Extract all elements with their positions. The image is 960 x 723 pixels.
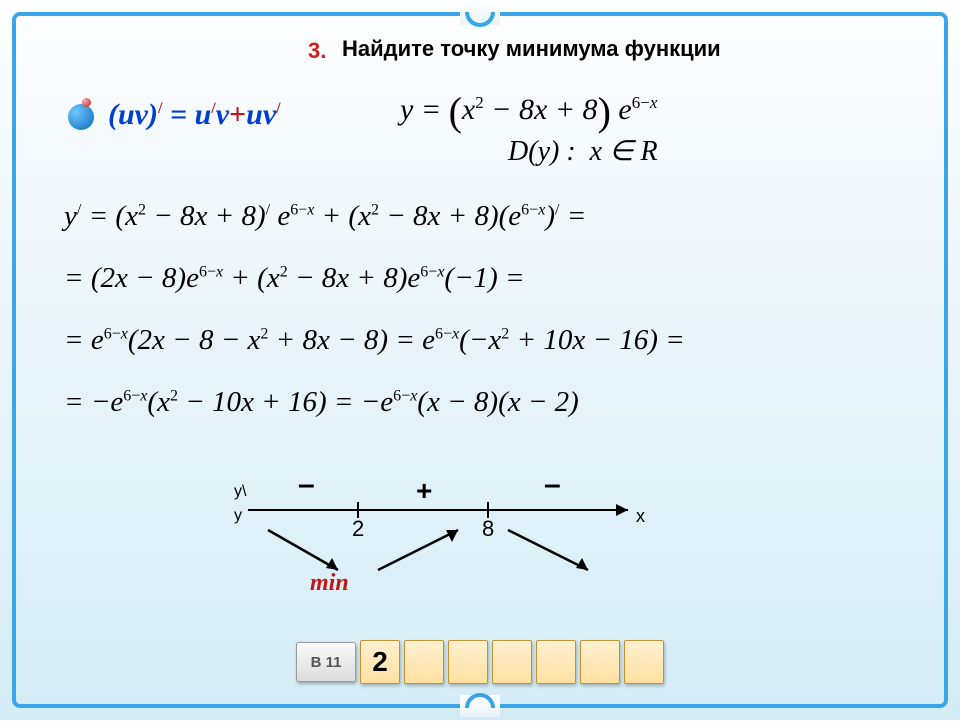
sign-1: –	[298, 468, 315, 501]
task-number: 3.	[308, 38, 326, 64]
function-expression: y = (x2 − 8x + 8) e6−x	[400, 88, 657, 135]
min-label: min	[310, 570, 349, 597]
point-8: 8	[482, 516, 494, 541]
x-label: x	[636, 506, 645, 526]
sign-number-line: y\ y x 2 8 – + –	[228, 460, 668, 590]
y-label: y	[234, 507, 242, 524]
task-code-button[interactable]: В 11	[296, 642, 356, 682]
answer-cell-5[interactable]	[536, 640, 576, 684]
sign-3: –	[544, 468, 561, 501]
info-icon	[64, 98, 98, 132]
answer-cell-3[interactable]	[448, 640, 488, 684]
derivation-line-4: = −e6−x(x2 − 10x + 16) = −e6−x(x − 8)(x …	[64, 386, 579, 419]
derivation-line-2: = (2x − 8)e6−x + (x2 − 8x + 8)e6−x(−1) =	[64, 262, 525, 295]
answer-cell-6[interactable]	[580, 640, 620, 684]
derivation-line-3: = e6−x(2x − 8 − x2 + 8x − 8) = e6−x(−x2 …	[64, 324, 685, 357]
yprime-label: y\	[234, 483, 247, 500]
task-title: Найдите точку минимума функции	[342, 36, 721, 62]
point-2: 2	[352, 516, 364, 541]
answer-cell-1[interactable]: 2	[360, 640, 400, 684]
answer-cell-4[interactable]	[492, 640, 532, 684]
sign-2: +	[416, 475, 432, 506]
answer-cell-2[interactable]	[404, 640, 444, 684]
answer-row: В 11 2	[296, 640, 664, 684]
derivation-line-1: y/ = (x2 − 8x + 8)/ e6−x + (x2 − 8x + 8)…	[64, 200, 586, 233]
product-rule-hint: (uv)/ = u/v+uv/	[108, 98, 281, 132]
answer-cell-7[interactable]	[624, 640, 664, 684]
function-domain: D(y) : x ∈ R	[508, 134, 658, 168]
